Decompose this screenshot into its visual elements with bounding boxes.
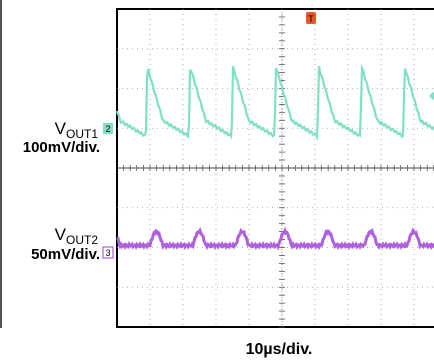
vout1-trace	[115, 63, 434, 142]
trigger-marker: T	[306, 12, 316, 24]
left-edge-bar	[0, 0, 2, 328]
x-axis-label: 10µs/div.	[246, 341, 313, 358]
vout2-scale: 50mV/div.	[31, 246, 100, 263]
channel-3-badge-label: 3	[105, 248, 110, 258]
channel-2-badge-label: 2	[105, 124, 110, 134]
vout1-scale: 100mV/div.	[23, 139, 100, 156]
vout1-label: VOUT1	[55, 119, 99, 141]
trigger-marker-label: T	[308, 14, 314, 24]
channel-3-badge	[102, 246, 114, 259]
vout2-label: VOUT2	[55, 225, 99, 247]
channel-2-offset-marker-icon	[429, 92, 434, 100]
grid	[117, 9, 434, 328]
vout2-trace	[116, 226, 434, 251]
traces	[115, 63, 434, 251]
channel-2-badge	[103, 123, 113, 134]
